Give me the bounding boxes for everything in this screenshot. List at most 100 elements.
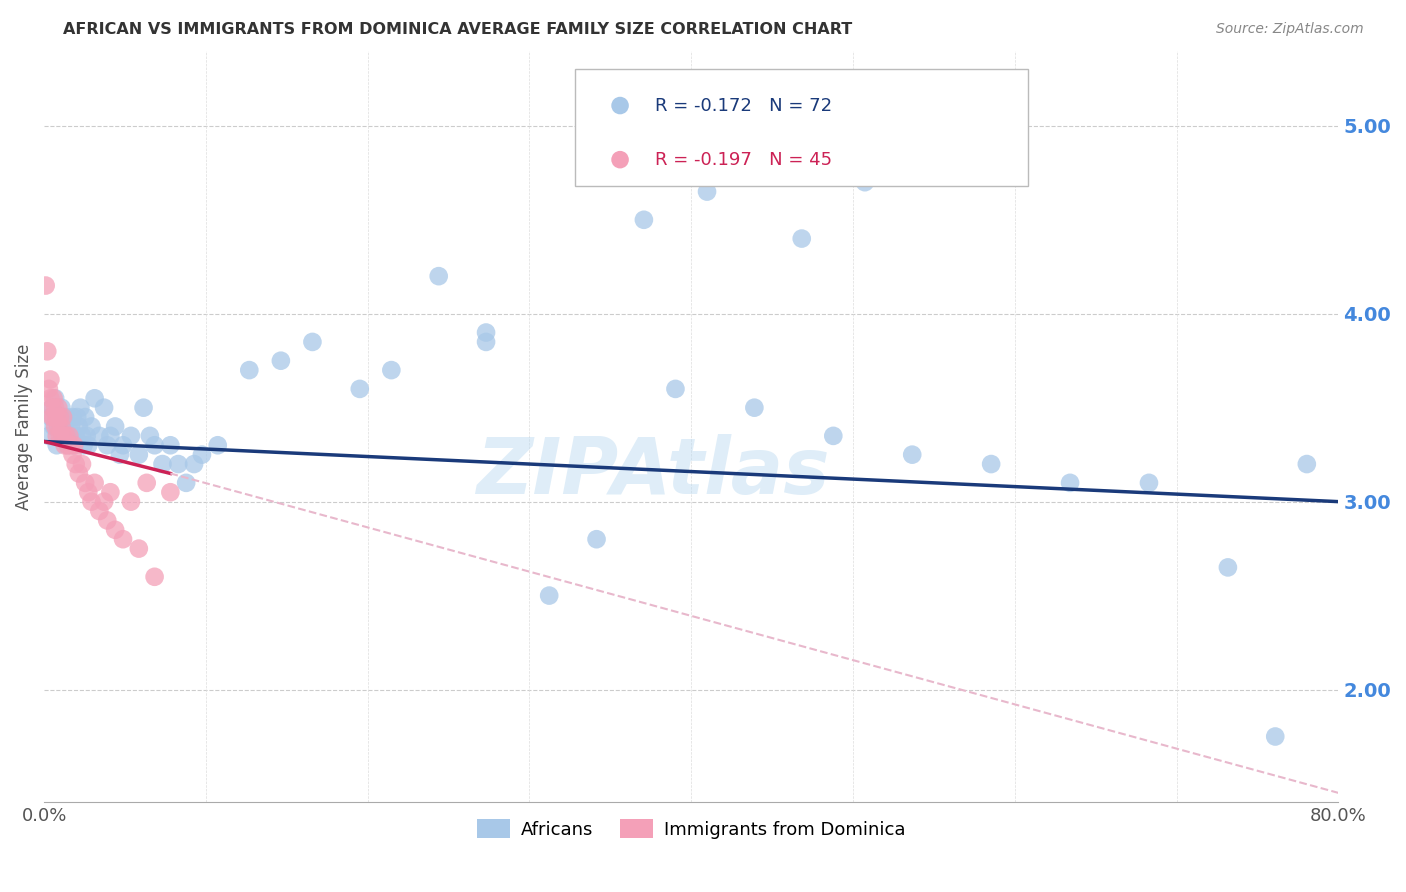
Point — [72, 438, 94, 452]
Point — [39, 372, 62, 386]
Point — [56, 438, 79, 452]
Point — [735, 884, 758, 892]
Point — [58, 429, 80, 443]
Point — [39, 392, 62, 406]
Point — [380, 363, 402, 377]
Point — [59, 438, 82, 452]
Point — [191, 448, 214, 462]
Point — [174, 475, 197, 490]
Point — [53, 419, 76, 434]
Point — [70, 429, 93, 443]
Point — [143, 570, 166, 584]
Point — [143, 438, 166, 452]
Point — [52, 429, 75, 443]
Point — [45, 429, 67, 443]
Point — [83, 392, 105, 406]
Point — [159, 438, 181, 452]
Point — [37, 344, 59, 359]
Point — [427, 269, 450, 284]
Point — [301, 334, 323, 349]
Point — [207, 438, 229, 452]
Point — [77, 485, 100, 500]
Point — [108, 448, 131, 462]
Text: ZIPAtlas: ZIPAtlas — [475, 434, 830, 509]
Point — [80, 494, 103, 508]
Point — [100, 429, 122, 443]
Point — [238, 363, 260, 377]
Point — [128, 448, 150, 462]
Point — [65, 457, 87, 471]
Point — [744, 401, 766, 415]
Point — [34, 278, 56, 293]
Point — [38, 382, 60, 396]
Point — [75, 475, 97, 490]
Point — [55, 410, 77, 425]
Text: AFRICAN VS IMMIGRANTS FROM DOMINICA AVERAGE FAMILY SIZE CORRELATION CHART: AFRICAN VS IMMIGRANTS FROM DOMINICA AVER… — [63, 22, 852, 37]
Point — [56, 438, 79, 452]
Point — [585, 532, 607, 546]
Y-axis label: Average Family Size: Average Family Size — [15, 343, 32, 509]
Point — [183, 457, 205, 471]
Point — [853, 175, 876, 189]
Point — [901, 448, 924, 462]
Point — [42, 419, 65, 434]
Point — [112, 438, 135, 452]
Point — [58, 429, 80, 443]
Point — [53, 438, 76, 452]
Point — [475, 326, 498, 340]
Point — [932, 119, 955, 133]
Point — [664, 382, 686, 396]
Point — [139, 429, 162, 443]
Point — [46, 419, 69, 434]
Point — [89, 429, 111, 443]
Point — [80, 419, 103, 434]
Point — [52, 410, 75, 425]
Point — [83, 475, 105, 490]
Point — [96, 438, 118, 452]
Point — [349, 382, 371, 396]
Point — [1295, 457, 1317, 471]
Point — [39, 410, 62, 425]
Point — [104, 419, 127, 434]
Point — [96, 513, 118, 527]
Point — [67, 419, 90, 434]
Point — [41, 401, 63, 415]
Point — [65, 429, 87, 443]
Point — [93, 401, 115, 415]
Legend: Africans, Immigrants from Dominica: Africans, Immigrants from Dominica — [470, 812, 912, 846]
Point — [42, 392, 65, 406]
Point — [104, 523, 127, 537]
Point — [790, 231, 813, 245]
Text: R = -0.197   N = 45: R = -0.197 N = 45 — [655, 151, 832, 169]
Point — [120, 429, 142, 443]
Point — [67, 467, 90, 481]
Point — [45, 410, 67, 425]
Point — [77, 438, 100, 452]
Point — [62, 410, 84, 425]
Point — [93, 494, 115, 508]
Point — [41, 410, 63, 425]
Point — [63, 438, 86, 452]
Point — [633, 212, 655, 227]
Point — [69, 401, 91, 415]
Point — [52, 429, 75, 443]
Point — [63, 438, 86, 452]
Point — [55, 429, 77, 443]
Point — [44, 392, 66, 406]
Point — [44, 401, 66, 415]
Point — [51, 401, 73, 415]
Point — [270, 353, 292, 368]
Point — [66, 410, 89, 425]
Text: Source: ZipAtlas.com: Source: ZipAtlas.com — [1216, 22, 1364, 37]
Point — [980, 457, 1002, 471]
Point — [49, 410, 72, 425]
Point — [823, 429, 845, 443]
Point — [38, 429, 60, 443]
Point — [49, 429, 72, 443]
Point — [76, 429, 98, 443]
Point — [59, 419, 82, 434]
Point — [46, 419, 69, 434]
Point — [475, 334, 498, 349]
Point — [49, 410, 72, 425]
Point — [41, 401, 63, 415]
